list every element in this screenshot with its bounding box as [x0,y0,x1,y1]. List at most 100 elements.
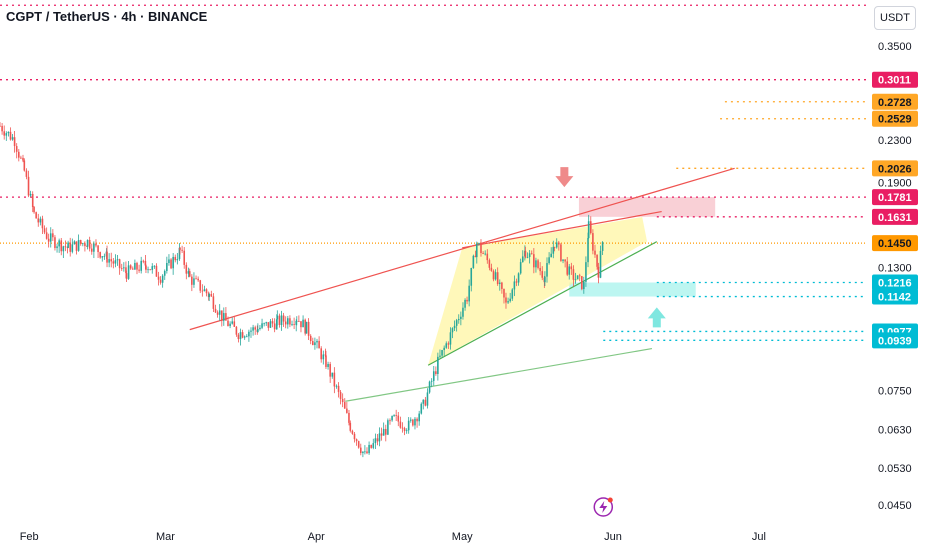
price-badge-0.1450 [872,235,918,252]
x-tick-label: Jul [752,531,766,543]
candle-body [599,250,602,278]
symbol-title: CGPT / TetherUS · 4h · BINANCE [6,9,208,24]
candle-body [201,290,204,292]
candle-body [212,296,215,309]
candle-body [129,265,132,269]
price-badge-text: 0.1450 [878,238,912,250]
candle-body [494,272,497,280]
candle-body [271,321,274,324]
candle-body [457,318,460,321]
candle-body [370,444,372,448]
candle-body [84,243,86,247]
candle-body [530,253,533,255]
candle-body [439,355,441,357]
candle-body [82,243,84,245]
candle-body [69,242,72,252]
candle-body [140,260,142,271]
candle-body [416,418,418,422]
candle-body [329,363,331,377]
candle-body [395,415,397,416]
candle-body [597,266,600,278]
candle-body [562,259,564,261]
candle-body [443,347,445,351]
candle-body [382,428,385,436]
candle-body [77,240,80,251]
candle-body [95,243,97,246]
candle-body [93,243,95,252]
candle-body [67,242,69,248]
candle-body [466,299,468,302]
y-tick-label: 0.0450 [878,500,912,512]
candle-body [56,246,58,249]
currency-button[interactable]: USDT [874,6,916,30]
candle-body [397,415,400,422]
candle-body [544,276,546,283]
y-tick-label: 0.0630 [878,425,912,437]
candle-body [430,380,433,382]
candle-body [225,313,227,321]
x-tick-label: Mar [156,531,175,543]
candle-body [176,259,179,261]
trendline-lower [345,347,653,402]
candle-body [333,372,336,387]
candle-body [445,343,448,348]
candle-body [583,281,585,290]
candle-body [503,288,505,298]
candle-body [426,392,429,406]
candle-body [31,193,34,207]
candle-body [138,269,140,271]
price-badge-0.2728 [872,93,918,110]
candle-body [346,408,348,413]
candle-body [101,256,104,258]
candle-body [276,315,279,320]
candle-body [287,318,289,325]
candle-body [535,260,537,268]
candles [0,122,604,458]
candle-body [1,125,3,132]
candle-body [437,356,439,374]
candle-body [374,438,377,444]
candle-body [97,245,99,253]
candle-body [178,247,181,260]
candle-body [123,267,125,269]
price-badge-0.1142 [872,288,918,305]
candle-body [295,320,298,325]
candle-body [552,246,555,254]
trendline-wedge-bottom [427,241,658,366]
candle-body [414,418,416,426]
candle-body [325,355,327,367]
candle-body [519,262,522,274]
candle-body [298,320,300,322]
candle-body [239,332,242,340]
candle-body [179,247,181,250]
candle-body [393,415,395,417]
candle-body [587,221,590,239]
candle-body [43,228,46,233]
candle-body [131,268,134,270]
candle-body [22,157,24,161]
candle-body [45,232,48,239]
candle-body [366,451,368,454]
candle-body [163,270,166,276]
candle-body [205,289,208,294]
candle-body [13,137,16,147]
candle-body [157,276,160,280]
candle-body [302,319,304,328]
candle-body [275,319,278,330]
candle-body [71,244,74,252]
candle-body [314,342,316,346]
candle-body [197,278,199,281]
candle-body [432,371,435,381]
candle-body [49,233,52,242]
candle-body [521,256,524,263]
candle-body [11,137,14,140]
candle-body [269,321,272,328]
candle-body [511,289,514,299]
price-badge-0.1631 [872,208,918,225]
candle-body [517,273,520,283]
candle-body [284,321,287,325]
candle-body [273,323,276,330]
candle-body [125,267,127,274]
candle-body [108,259,110,263]
